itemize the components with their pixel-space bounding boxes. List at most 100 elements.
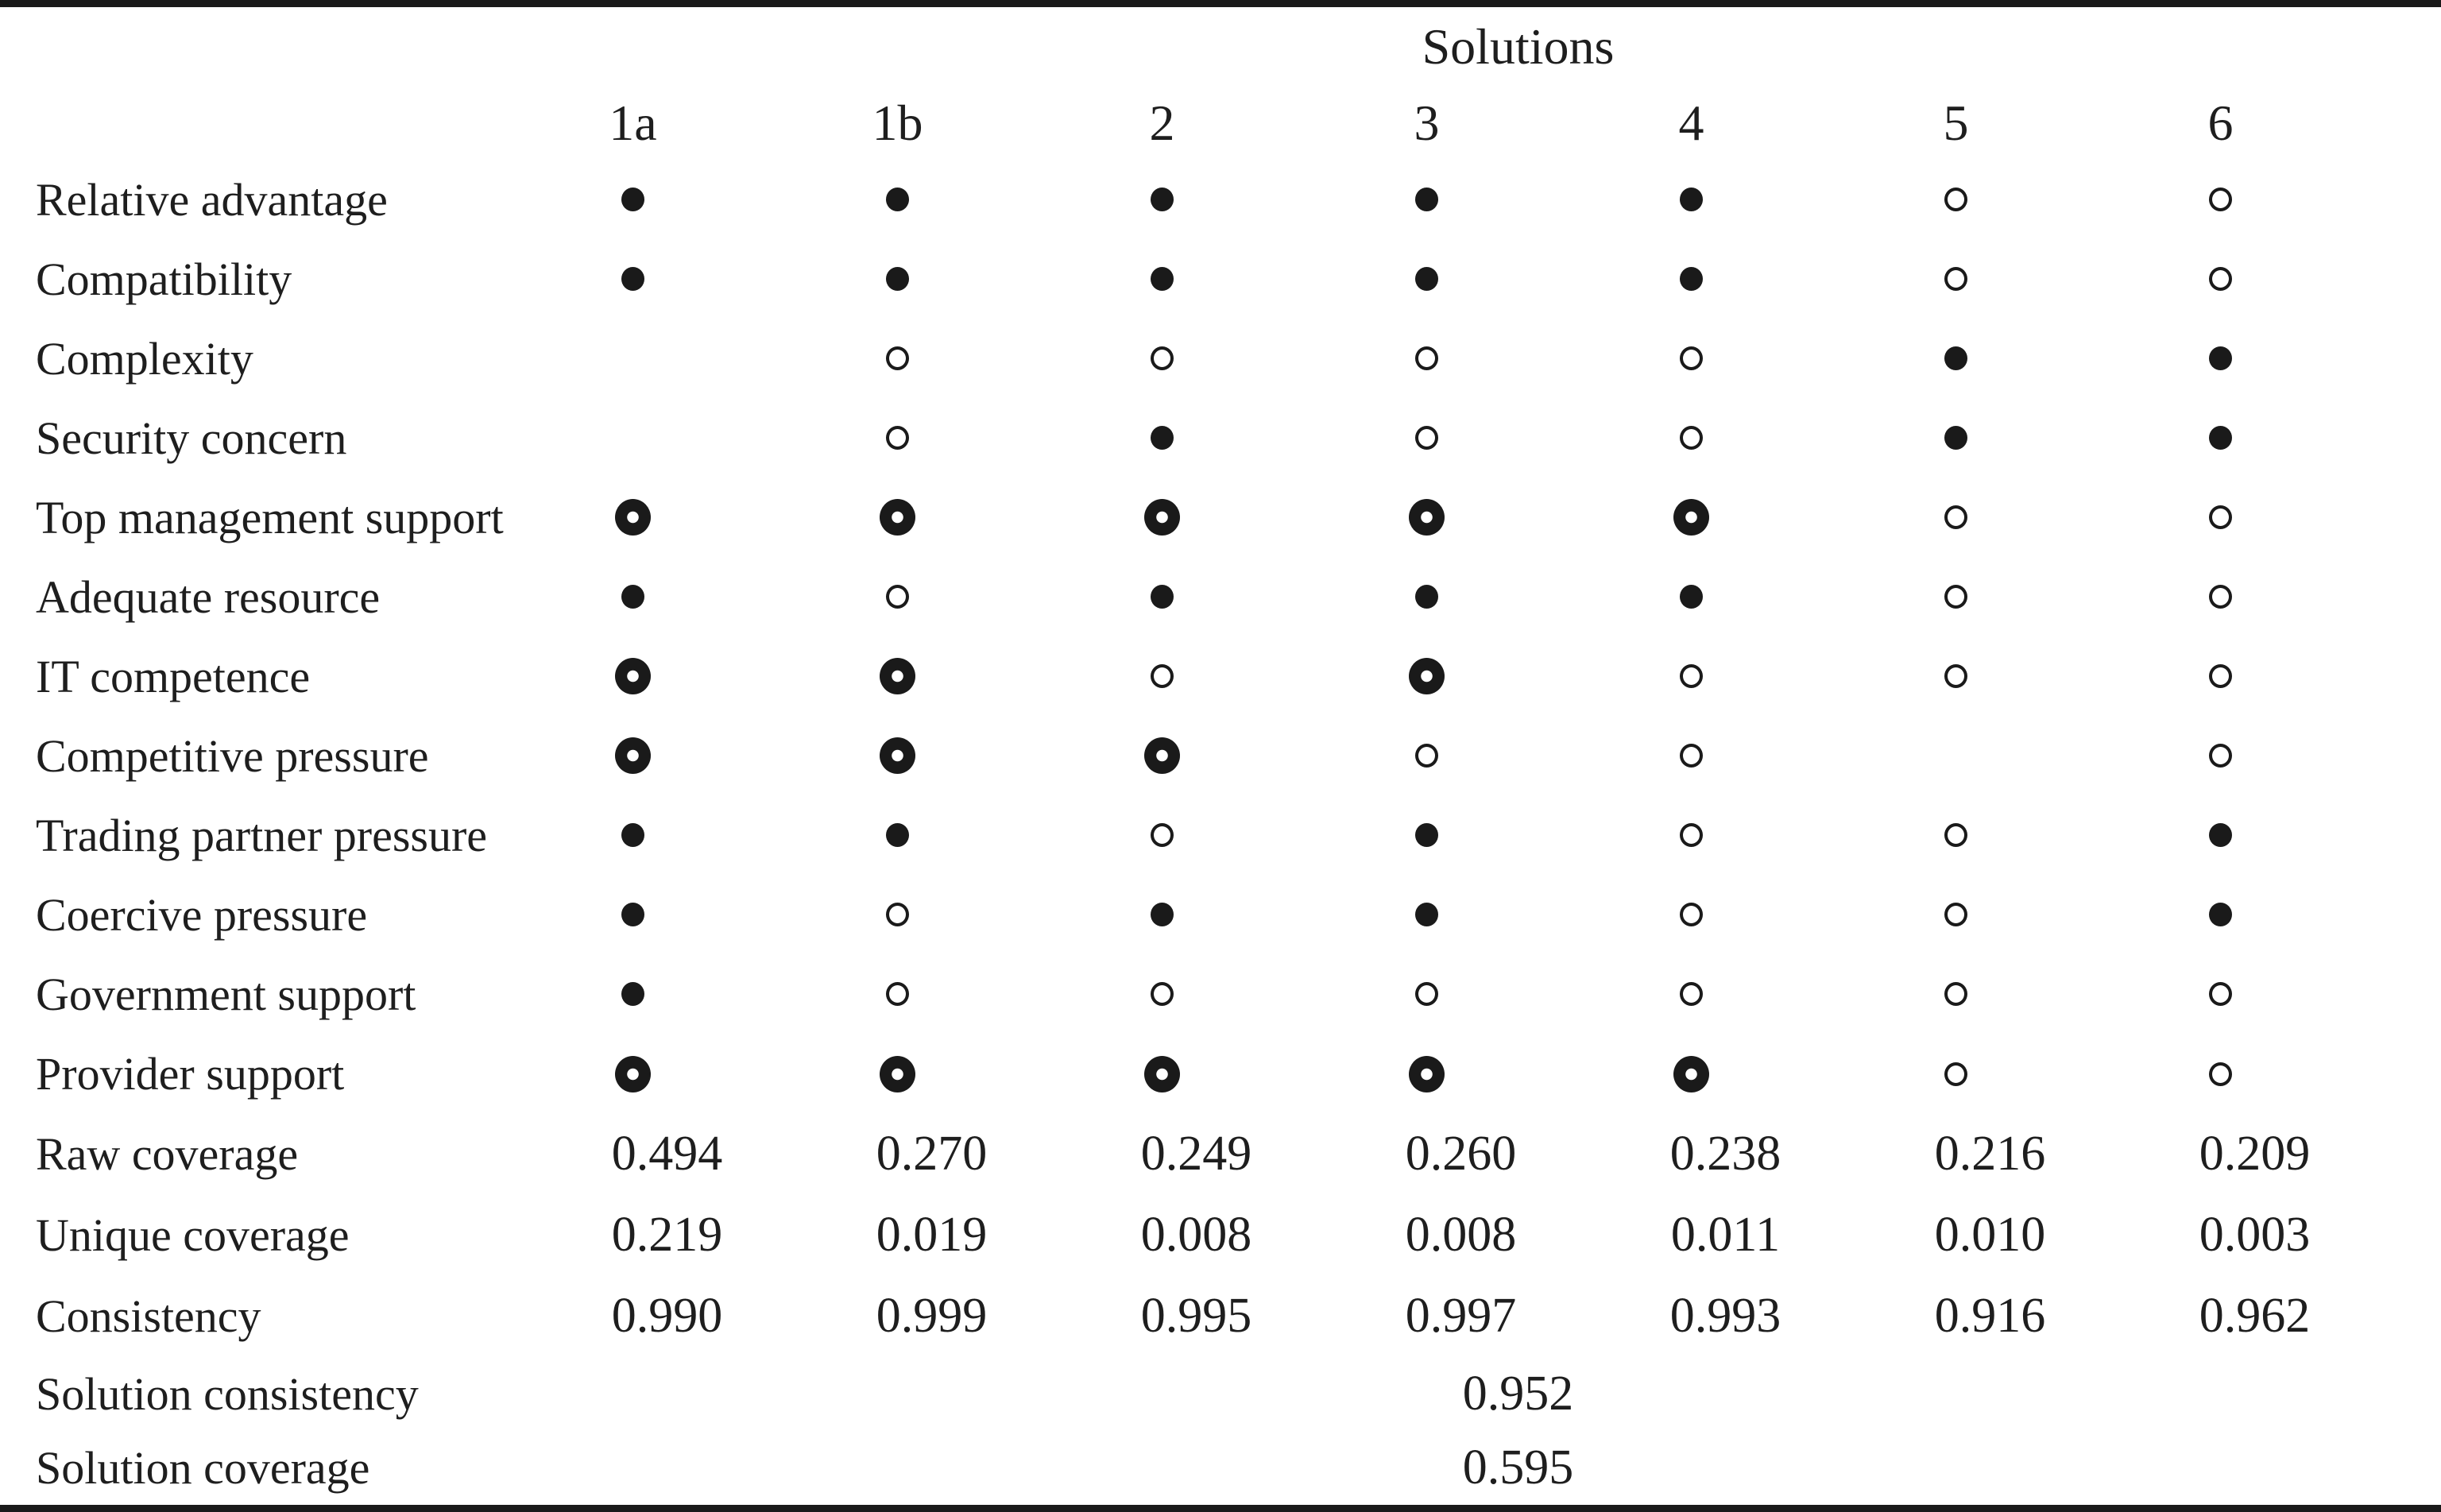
filled-circle-icon — [886, 823, 909, 848]
open-circle-icon — [1944, 188, 1967, 212]
spacer — [2353, 636, 2441, 716]
metric-value: 0.997 — [1405, 1289, 1517, 1344]
spacer — [2353, 319, 2441, 398]
filled-circle-icon — [1151, 267, 1174, 292]
membership-cell — [1294, 795, 1559, 875]
metric-value: 0.990 — [611, 1289, 723, 1344]
row-label: Complexity — [36, 332, 253, 385]
row-label: Solution coverage — [36, 1441, 370, 1494]
filled-circle-icon — [621, 188, 644, 212]
row-label: Unique coverage — [36, 1209, 350, 1262]
metric-value: 0.010 — [1934, 1208, 2046, 1263]
membership-cell — [1030, 319, 1294, 398]
membership-cell — [1559, 875, 1824, 954]
filled-circle-icon — [2209, 426, 2232, 451]
membership-cell — [1294, 557, 1559, 636]
membership-cell — [765, 398, 1030, 478]
bullseye-circle-icon — [880, 1055, 915, 1092]
spacer — [2353, 1034, 2441, 1114]
column-header-row: 1a 1b 2 3 4 5 6 — [0, 87, 2441, 160]
open-circle-icon — [2209, 982, 2232, 1007]
row-label: Coercive pressure — [36, 888, 368, 941]
open-circle-icon — [2209, 744, 2232, 768]
row-label: Consistency — [36, 1290, 261, 1343]
row-label: Solution consistency — [36, 1367, 419, 1420]
spacer — [2353, 1357, 2441, 1431]
membership-cell — [1559, 557, 1824, 636]
membership-cell — [501, 636, 765, 716]
membership-cell — [1824, 319, 2088, 398]
spacer — [2353, 875, 2441, 954]
membership-cell — [1030, 239, 1294, 319]
summary-row: Solution consistency 0.952 — [0, 1357, 2441, 1431]
membership-cell — [1559, 1034, 1824, 1114]
membership-cell — [1030, 160, 1294, 239]
metric-value: 0.249 — [1140, 1127, 1252, 1181]
membership-cell — [2088, 557, 2353, 636]
membership-cell — [1294, 716, 1559, 795]
spacer — [2353, 87, 2441, 160]
condition-row: IT competence — [0, 636, 2441, 716]
membership-cell — [2088, 716, 2353, 795]
metric-value: 0.238 — [1669, 1127, 1781, 1181]
open-circle-icon — [886, 982, 909, 1007]
membership-cell — [1824, 160, 2088, 239]
membership-cell — [1824, 716, 2088, 795]
membership-cell — [1824, 954, 2088, 1034]
membership-cell — [501, 1034, 765, 1114]
membership-cell — [2088, 795, 2353, 875]
open-circle-icon — [1944, 982, 1967, 1007]
bullseye-circle-icon — [1409, 1055, 1445, 1092]
filled-circle-icon — [1680, 267, 1703, 292]
membership-cell — [1824, 636, 2088, 716]
open-circle-icon — [886, 426, 909, 451]
membership-cell — [765, 557, 1030, 636]
column-header: 1a — [609, 95, 657, 151]
condition-row: Trading partner pressure — [0, 795, 2441, 875]
open-circle-icon — [1680, 346, 1703, 371]
membership-cell — [765, 716, 1030, 795]
open-circle-icon — [2209, 188, 2232, 212]
open-circle-icon — [2209, 585, 2232, 609]
membership-cell — [1559, 319, 1824, 398]
open-circle-icon — [1944, 505, 1967, 530]
filled-circle-icon — [886, 188, 909, 212]
membership-cell — [1030, 1034, 1294, 1114]
open-circle-icon — [1944, 664, 1967, 689]
membership-cell — [1030, 795, 1294, 875]
membership-cell — [1294, 478, 1559, 557]
corner-cell — [0, 7, 501, 87]
membership-cell — [1294, 875, 1559, 954]
open-circle-icon — [886, 585, 909, 609]
filled-circle-icon — [1415, 267, 1438, 292]
spacer — [2353, 239, 2441, 319]
membership-cell — [2088, 954, 2353, 1034]
condition-row: Government support — [0, 954, 2441, 1034]
filled-circle-icon — [2209, 903, 2232, 927]
bullseye-circle-icon — [615, 737, 651, 775]
open-circle-icon — [1151, 982, 1174, 1007]
filled-circle-icon — [621, 823, 644, 848]
condition-row: Complexity — [0, 319, 2441, 398]
open-circle-icon — [1680, 903, 1703, 927]
membership-cell — [501, 239, 765, 319]
membership-cell — [2088, 875, 2353, 954]
filled-circle-icon — [2209, 823, 2232, 848]
membership-cell — [765, 319, 1030, 398]
metric-value: 0.019 — [876, 1208, 988, 1263]
condition-row: Compatibility — [0, 239, 2441, 319]
spacer — [2353, 160, 2441, 239]
row-label: Government support — [36, 968, 416, 1020]
membership-cell — [501, 398, 765, 478]
open-circle-icon — [2209, 505, 2232, 530]
membership-cell — [2088, 1034, 2353, 1114]
membership-cell — [765, 160, 1030, 239]
open-circle-icon — [1680, 664, 1703, 689]
spacer — [2353, 478, 2441, 557]
open-circle-icon — [2209, 1061, 2232, 1086]
metric-value: 0.494 — [611, 1127, 723, 1181]
column-header: 3 — [1414, 95, 1440, 151]
bullseye-circle-icon — [1409, 658, 1445, 695]
spacer — [2353, 1276, 2441, 1357]
membership-cell — [1030, 954, 1294, 1034]
